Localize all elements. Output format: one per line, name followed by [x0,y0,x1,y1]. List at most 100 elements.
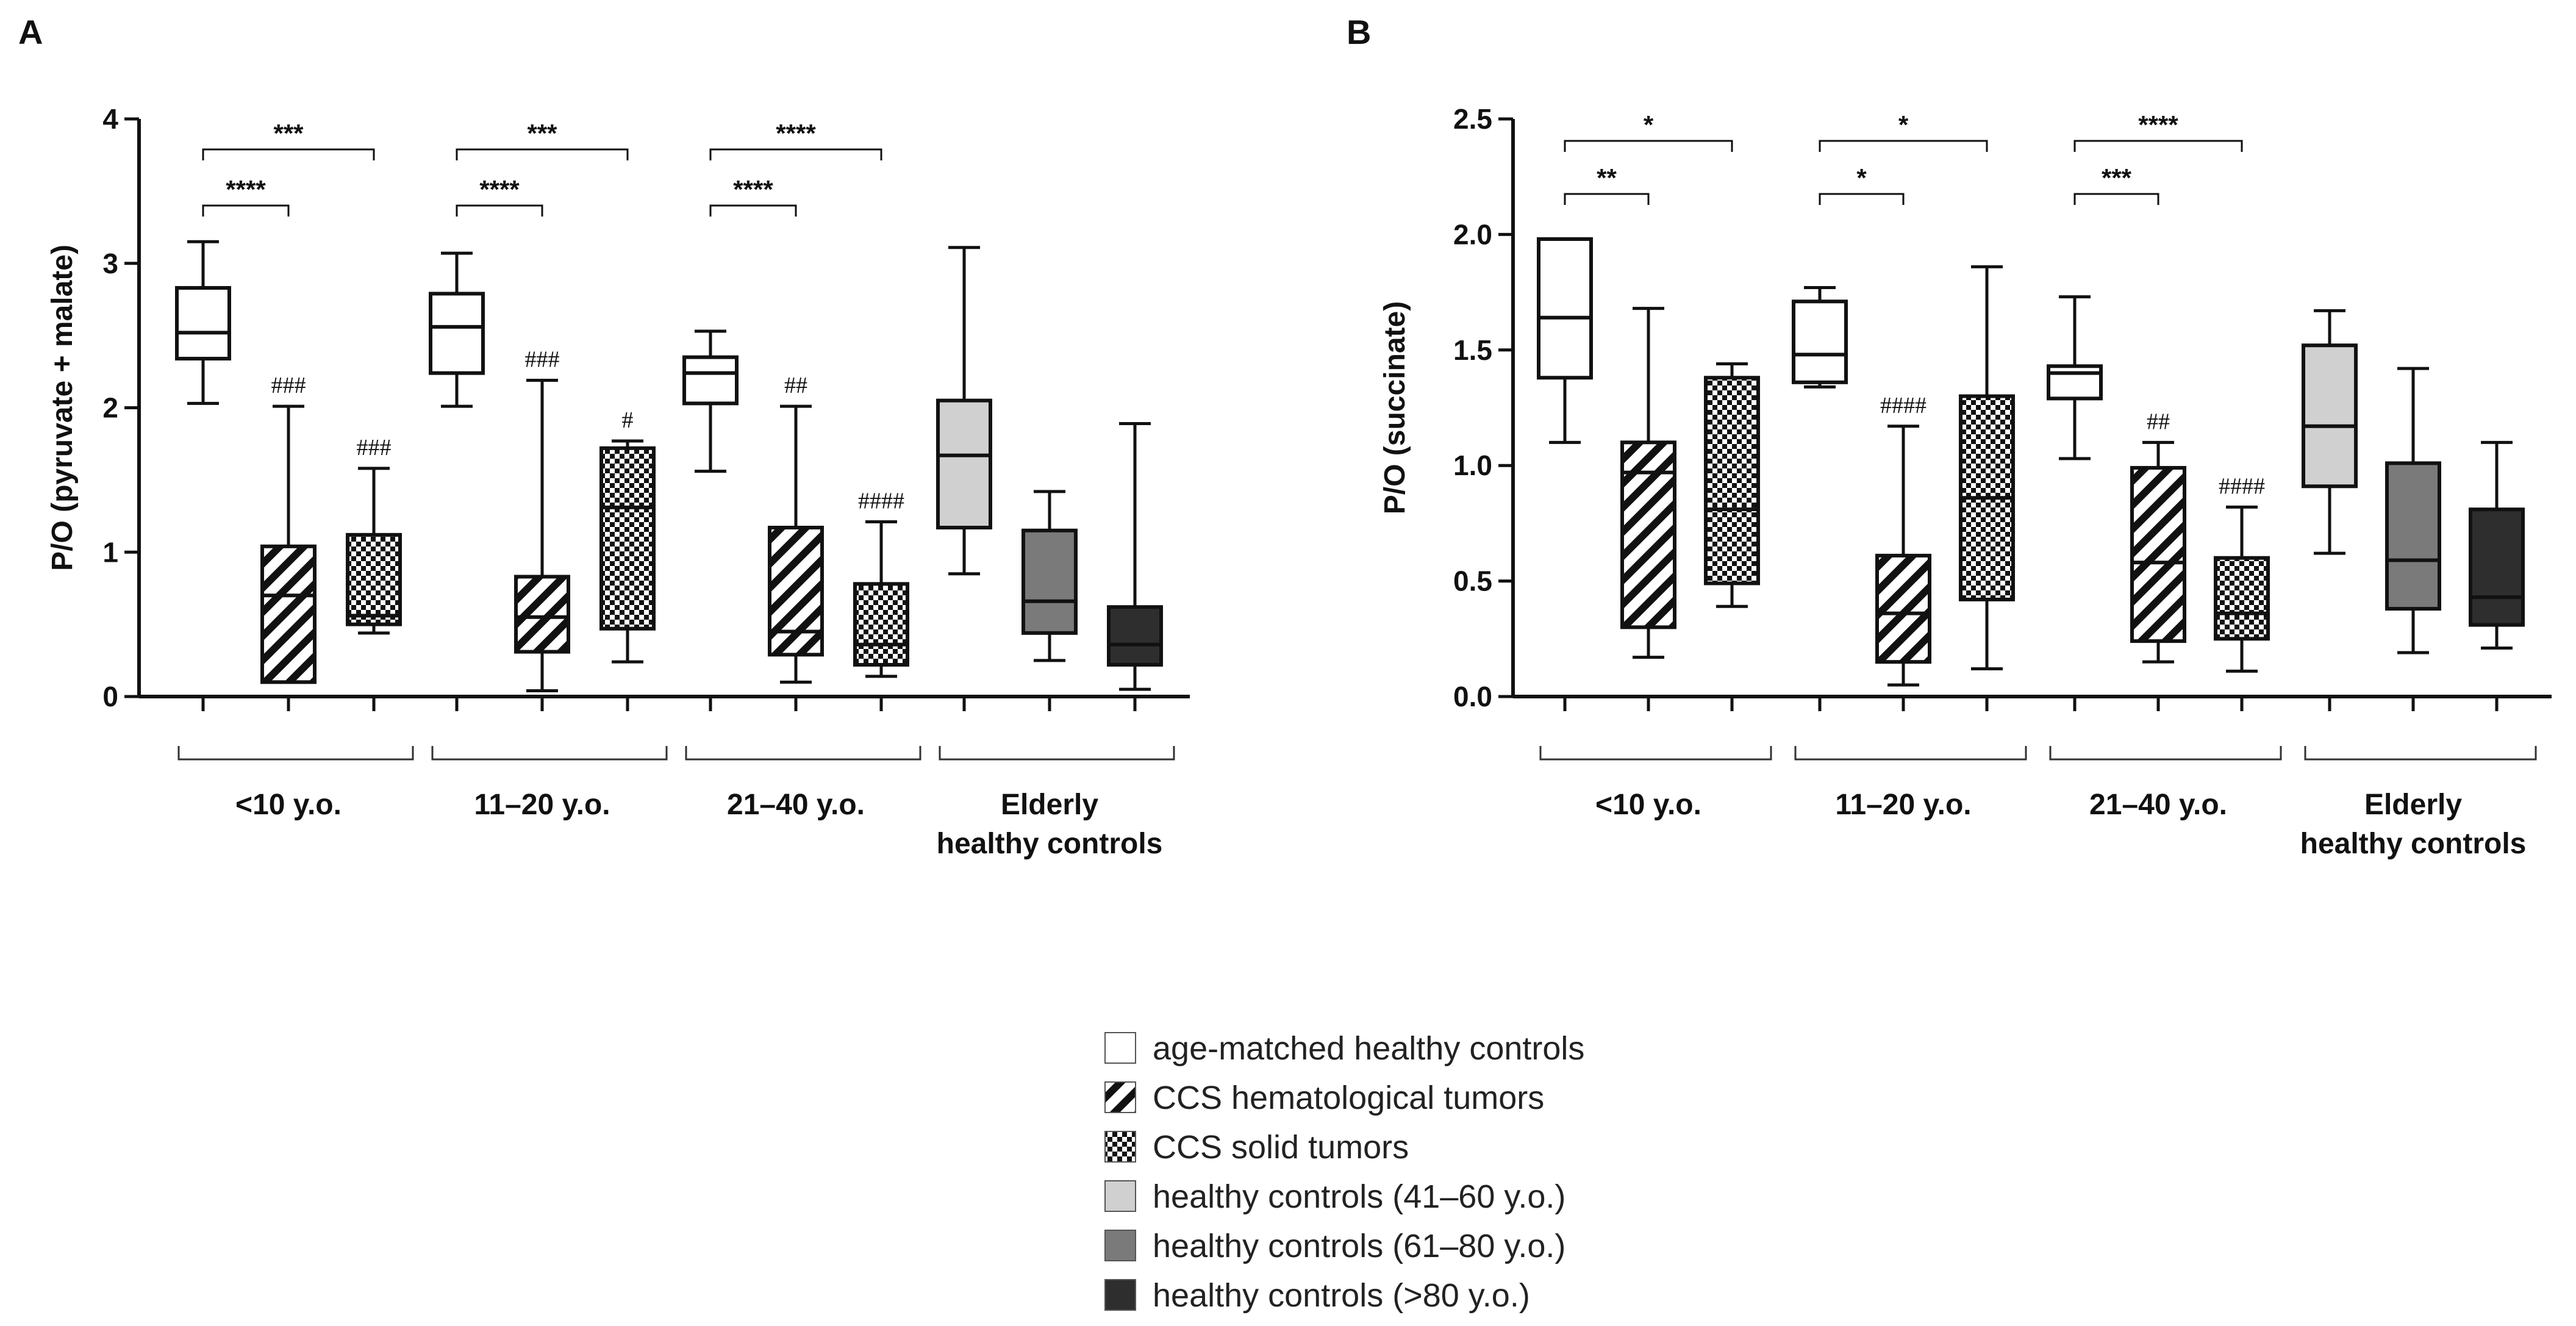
legend-label: CCS hematological tumors [1153,1080,1544,1116]
legend-item: CCS hematological tumors [1104,1080,1544,1116]
box-iqr [599,446,656,631]
y-tick-label: 1.5 [1453,334,1492,366]
y-tick-label: 0 [102,681,118,712]
box-plot: ## [768,373,824,684]
significance-label: * [1898,110,1909,139]
box-plot [2385,367,2441,654]
group-label: 11–20 y.o. [474,789,610,821]
box-iqr [429,292,485,375]
y-tick-label: 2.0 [1453,218,1492,250]
group-label: <10 y.o. [235,789,342,821]
box-annotation: #### [2219,473,2265,499]
significance-bracket [456,204,543,217]
box-annotation: ### [357,435,392,461]
significance-bracket [1564,193,1650,205]
group-bracket [2304,746,2537,761]
box-plot: #### [853,489,909,678]
box-iqr [768,526,824,657]
box-iqr [1620,440,1676,629]
box-iqr [1107,605,1163,667]
legend-item: CCS solid tumors [1104,1129,1409,1166]
y-tick-label: 0.0 [1453,681,1492,712]
box-iqr [260,544,317,684]
y-tick-label: 1.0 [1453,450,1492,481]
box-plot [1792,286,1848,389]
box-annotation: ## [2147,409,2170,434]
box-plot [1959,265,2015,671]
group-bracket [431,746,668,761]
box-plot [1537,237,1593,444]
box-plot [2302,309,2358,555]
box-iqr [2214,556,2270,641]
significance-label: **** [479,175,520,204]
group-label: 21–40 y.o. [2089,789,2227,821]
significance-bracket [1819,140,1988,152]
legend-item: healthy controls (41–60 y.o.) [1104,1178,1565,1215]
box-plot [936,246,992,576]
panel-letter: A [18,13,43,51]
y-tick-label: 0.5 [1453,565,1492,597]
significance-bracket [709,204,797,217]
significance-label: **** [733,175,773,204]
box-annotation: ## [784,373,807,398]
significance-bracket [709,148,882,160]
box-plot [2469,440,2525,650]
significance-bracket [1819,193,1905,205]
box-plot: # [599,407,656,664]
box-iqr [2047,364,2103,401]
box-iqr [1537,237,1593,380]
significance-bracket [202,204,290,217]
box-iqr [682,355,739,406]
y-tick-label: 1 [102,536,118,568]
box-plot: ### [514,347,570,693]
box-annotation: # [622,407,634,433]
y-tick-label: 2 [102,392,118,424]
group-label: 21–40 y.o. [727,789,865,821]
group-bracket [1539,746,1772,761]
y-tick-label: 4 [102,103,118,135]
significance-bracket [1564,140,1733,152]
box-annotation: #### [858,489,904,514]
box-iqr [2385,461,2441,611]
box-iqr [175,285,231,361]
box-plot [1704,362,1760,608]
significance-label: * [1856,163,1867,192]
box-iqr [1792,299,1848,384]
box-iqr [936,398,992,530]
significance-label: **** [226,175,266,204]
legend-swatch [1104,1081,1136,1113]
significance-label: *** [273,119,304,148]
y-axis-label: P/O (pyruvate + malate) [46,245,79,571]
box-plot [682,329,739,473]
box-plot: #### [1875,393,1931,687]
box-annotation: ### [271,373,306,398]
box-plot [1107,422,1163,691]
box-annotation: ### [525,347,560,373]
legend-item: healthy controls (>80 y.o.) [1104,1277,1530,1314]
box-plot [429,251,485,408]
box-iqr [346,532,402,626]
significance-bracket [202,148,375,160]
y-axis-label: P/O (succinate) [1379,301,1411,514]
group-bracket [177,746,414,761]
box-plot [2047,295,2103,461]
significance-label: **** [2138,110,2178,139]
box-plot: #### [2214,473,2270,673]
y-tick-label: 2.5 [1453,103,1492,135]
box-plot: ### [260,373,317,684]
group-label: healthy controls [937,828,1163,860]
group-bracket [939,746,1175,761]
box-plot: ## [2130,409,2186,664]
legend-item: healthy controls (61–80 y.o.) [1104,1228,1565,1264]
legend-label: CCS solid tumors [1153,1129,1409,1166]
y-tick-label: 3 [102,248,118,279]
group-label: Elderly [1001,789,1098,821]
legend: age-matched healthy controls CCS hematolo… [1104,1030,1584,1314]
group-label: Elderly [2364,789,2462,821]
significance-bracket [2073,193,2159,205]
box-iqr [514,575,570,654]
box-iqr [2302,343,2358,489]
box-plot [1620,307,1676,659]
